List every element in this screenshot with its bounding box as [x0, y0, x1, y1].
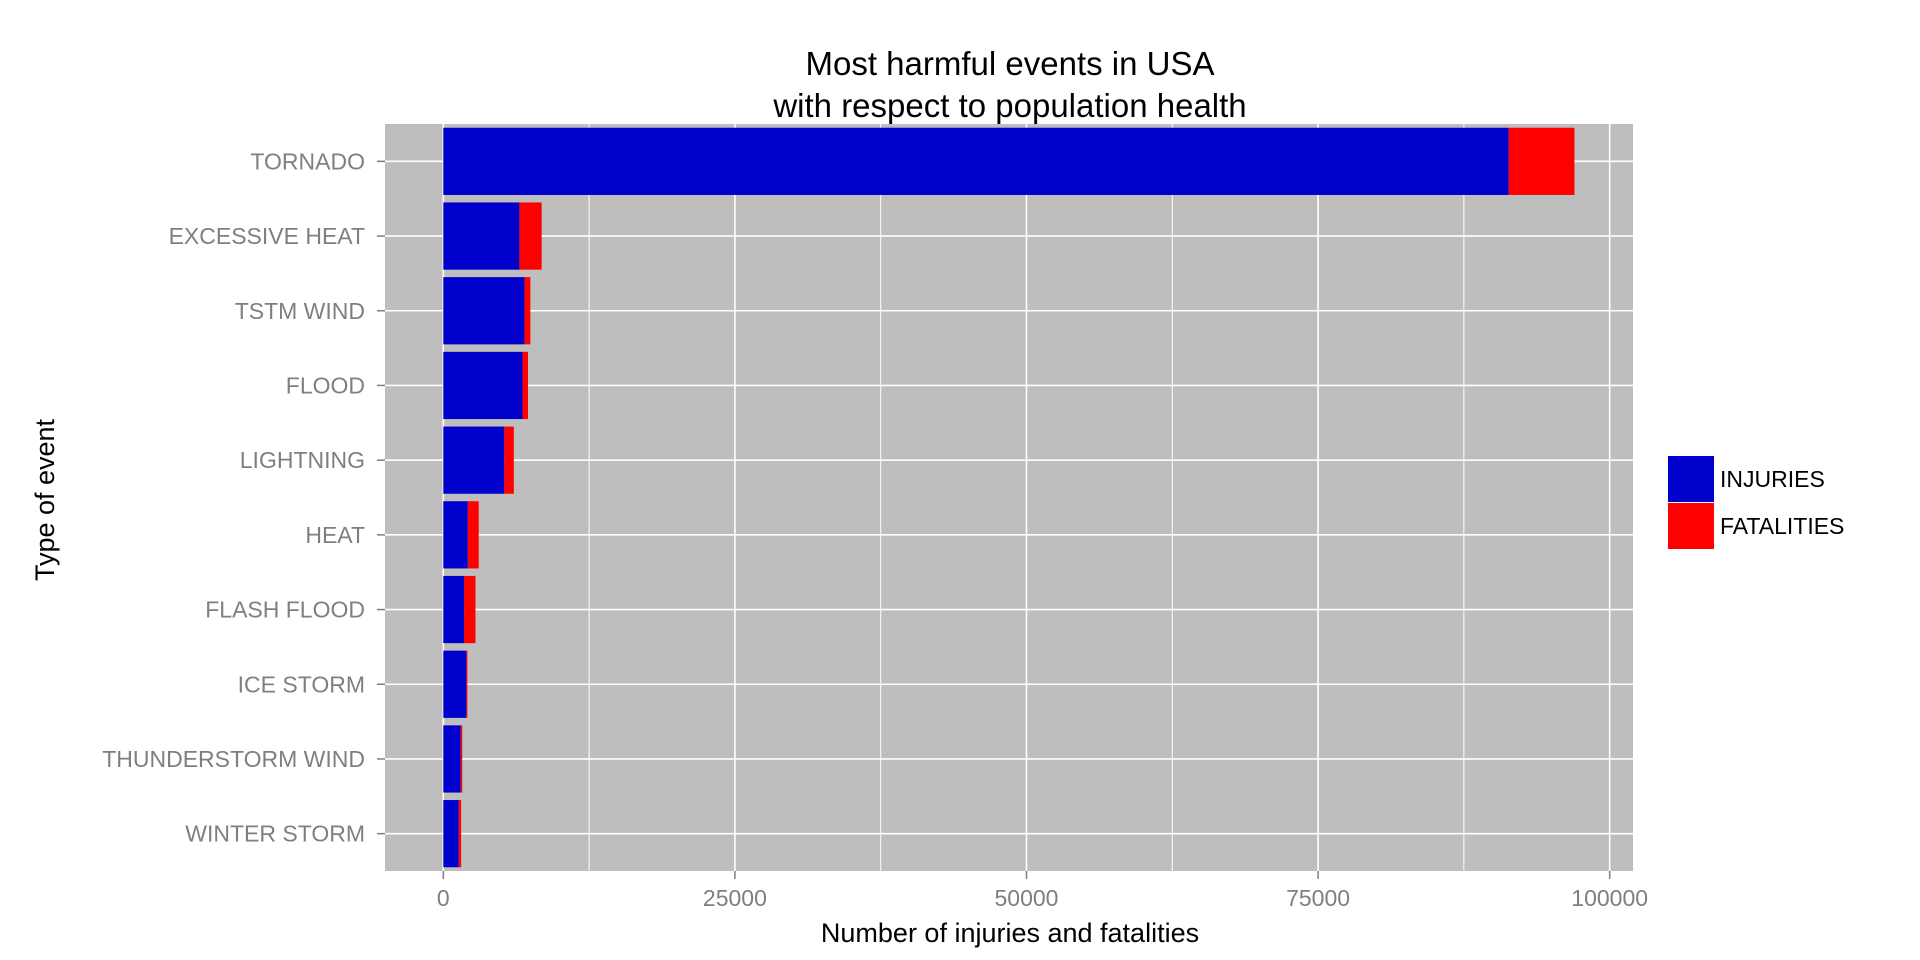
bar-injuries — [443, 426, 505, 494]
y-tick-label: HEAT — [305, 522, 365, 548]
bar-injuries — [443, 127, 1509, 195]
y-tick-label: TORNADO — [250, 148, 365, 174]
bar-injuries — [443, 202, 520, 270]
x-axis: 0 25000 50000 75000 100000 — [437, 871, 1648, 911]
y-tick-label: THUNDERSTORM WIND — [102, 746, 365, 772]
legend-swatch-injuries — [1668, 456, 1714, 502]
bar-injuries — [443, 800, 459, 868]
bar-fatalities — [467, 501, 479, 569]
bar-fatalities — [522, 351, 528, 420]
legend-swatch-fatalities — [1668, 503, 1714, 549]
x-tick-label: 0 — [437, 885, 450, 911]
y-tick-label: WINTER STORM — [185, 821, 365, 847]
legend-label-fatalities: FATALITIES — [1720, 513, 1844, 539]
legend-label-injuries: INJURIES — [1720, 466, 1825, 492]
bar-fatalities — [1508, 127, 1575, 195]
bars-layer — [443, 127, 1575, 868]
y-tick-label: EXCESSIVE HEAT — [169, 223, 365, 249]
plot-panel — [385, 124, 1633, 871]
bar-injuries — [443, 575, 465, 644]
x-tick-label: 50000 — [995, 885, 1059, 911]
bar-injuries — [443, 277, 525, 345]
y-axis: TORNADO EXCESSIVE HEAT TSTM WIND FLOOD LIGHT… — [102, 148, 385, 847]
x-tick-label: 100000 — [1571, 885, 1648, 911]
bar-fatalities — [460, 725, 463, 793]
x-tick-label: 25000 — [703, 885, 767, 911]
bar-fatalities — [519, 202, 542, 270]
y-axis-title: Type of event — [30, 418, 60, 581]
bar-injuries — [443, 351, 523, 420]
y-tick-label: LIGHTNING — [240, 447, 365, 473]
y-tick-label: FLOOD — [286, 372, 365, 398]
bar-injuries — [443, 650, 467, 718]
bar-fatalities — [504, 426, 514, 494]
y-tick-label: FLASH FLOOD — [205, 597, 365, 623]
bar-injuries — [443, 501, 468, 569]
bar-fatalities — [524, 277, 531, 345]
x-axis-title: Number of injuries and fatalities — [821, 918, 1199, 948]
bar-fatalities — [458, 800, 462, 868]
chart-title-line-1: Most harmful events in USA — [806, 45, 1215, 82]
y-tick-label: ICE STORM — [238, 671, 365, 697]
legend: INJURIES FATALITIES — [1668, 456, 1844, 549]
x-tick-label: 75000 — [1286, 885, 1350, 911]
chart-title-line-2: with respect to population health — [772, 87, 1246, 124]
bar-fatalities — [466, 650, 468, 718]
bar-fatalities — [464, 575, 476, 644]
y-tick-label: TSTM WIND — [235, 298, 365, 324]
bar-injuries — [443, 725, 461, 793]
